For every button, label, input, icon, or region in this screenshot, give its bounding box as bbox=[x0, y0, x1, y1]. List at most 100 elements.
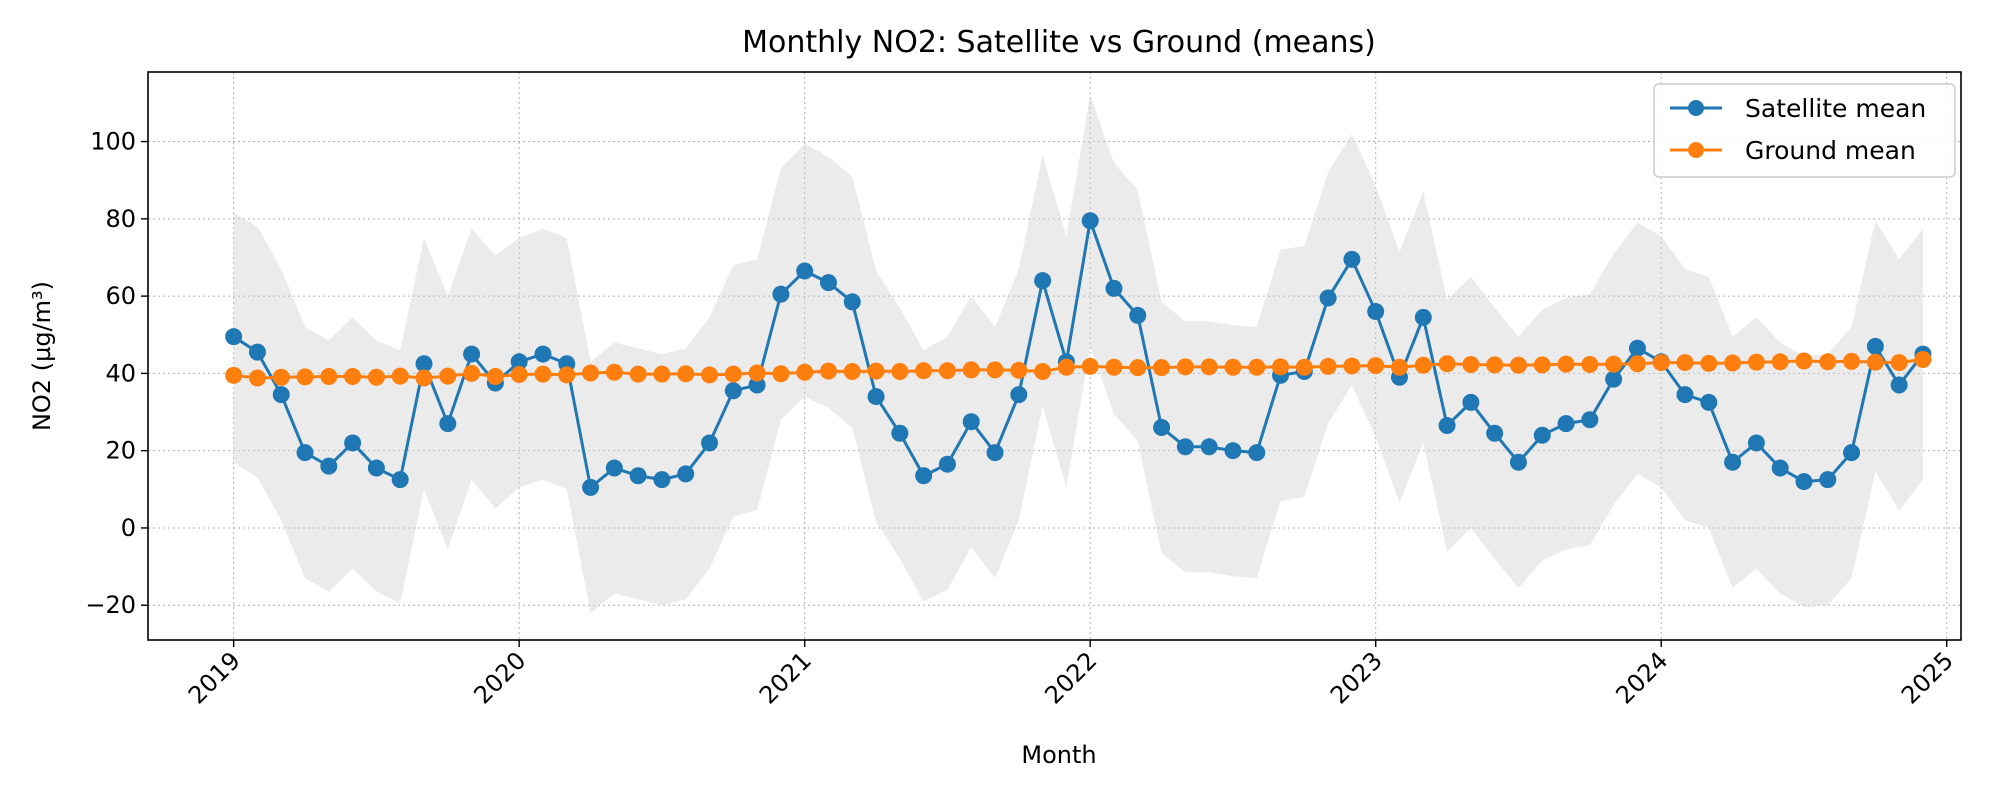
data-point-ground bbox=[558, 366, 576, 384]
data-point-ground bbox=[1652, 354, 1670, 372]
chart-title: Monthly NO2: Satellite vs Ground (means) bbox=[742, 25, 1376, 60]
data-point-ground bbox=[1248, 358, 1266, 376]
plot-frame bbox=[147, 71, 1962, 641]
data-point-ground bbox=[1771, 353, 1789, 371]
data-point-satellite bbox=[1034, 272, 1052, 290]
data-point-satellite bbox=[1367, 303, 1385, 321]
data-point-satellite bbox=[1771, 459, 1789, 477]
y-tick-label: 80 bbox=[105, 205, 136, 233]
data-point-ground bbox=[1010, 361, 1028, 379]
data-point-satellite bbox=[225, 328, 243, 346]
data-point-ground bbox=[986, 361, 1004, 379]
data-point-satellite bbox=[629, 467, 647, 485]
data-point-satellite bbox=[391, 471, 409, 489]
data-point-satellite bbox=[248, 343, 266, 361]
data-point-ground bbox=[1628, 355, 1646, 373]
data-point-satellite bbox=[296, 444, 314, 462]
data-point-ground bbox=[391, 367, 409, 385]
data-point-satellite bbox=[772, 285, 790, 303]
data-point-satellite bbox=[1866, 337, 1884, 355]
data-point-ground bbox=[344, 367, 362, 385]
data-point-ground bbox=[582, 364, 600, 382]
data-point-ground bbox=[867, 362, 885, 380]
data-point-ground bbox=[1700, 354, 1718, 372]
data-point-ground bbox=[1747, 353, 1765, 371]
data-point-satellite bbox=[653, 471, 671, 489]
data-point-satellite bbox=[1795, 473, 1813, 491]
data-point-satellite bbox=[724, 382, 742, 400]
data-point-ground bbox=[463, 364, 481, 382]
data-point-ground bbox=[1795, 352, 1813, 370]
data-point-ground bbox=[415, 369, 433, 387]
data-point-satellite bbox=[1343, 250, 1361, 268]
data-point-ground bbox=[1390, 358, 1408, 376]
data-point-satellite bbox=[415, 355, 433, 373]
data-point-satellite bbox=[1153, 418, 1171, 436]
data-point-ground bbox=[1224, 358, 1242, 376]
data-point-satellite bbox=[534, 345, 552, 363]
data-point-satellite bbox=[677, 465, 695, 483]
data-point-satellite bbox=[938, 455, 956, 473]
legend-label-satellite: Satellite mean bbox=[1745, 94, 1926, 123]
data-point-satellite bbox=[1628, 339, 1646, 357]
data-point-satellite bbox=[439, 415, 457, 433]
data-point-ground bbox=[796, 363, 814, 381]
data-point-ground bbox=[653, 365, 671, 383]
data-point-ground bbox=[439, 367, 457, 385]
data-point-satellite bbox=[1105, 279, 1123, 297]
data-point-satellite bbox=[367, 459, 385, 477]
data-point-satellite bbox=[701, 434, 719, 452]
data-point-ground bbox=[1272, 358, 1290, 376]
data-point-ground bbox=[1343, 357, 1361, 375]
legend-swatch-ground-marker bbox=[1688, 142, 1704, 158]
data-point-satellite bbox=[1319, 289, 1337, 307]
data-point-satellite bbox=[843, 293, 861, 311]
data-point-satellite bbox=[1414, 308, 1432, 326]
data-point-satellite bbox=[1248, 444, 1266, 462]
data-point-satellite bbox=[272, 386, 290, 404]
data-point-ground bbox=[486, 367, 504, 385]
data-point-satellite bbox=[1486, 424, 1504, 442]
data-point-ground bbox=[1057, 358, 1075, 376]
data-point-satellite bbox=[320, 457, 338, 475]
series-ground bbox=[225, 350, 1932, 387]
data-point-ground bbox=[772, 365, 790, 383]
data-point-ground bbox=[1129, 359, 1147, 377]
data-point-ground bbox=[1486, 356, 1504, 374]
data-point-ground bbox=[510, 366, 528, 384]
data-point-satellite bbox=[1200, 438, 1218, 456]
data-point-satellite bbox=[962, 413, 980, 431]
data-point-ground bbox=[1153, 359, 1171, 377]
data-point-ground bbox=[843, 362, 861, 380]
data-point-satellite bbox=[891, 424, 909, 442]
data-point-ground bbox=[320, 367, 338, 385]
data-point-ground bbox=[1034, 362, 1052, 380]
data-point-ground bbox=[225, 366, 243, 384]
data-point-satellite bbox=[1509, 453, 1527, 471]
data-point-ground bbox=[1462, 356, 1480, 373]
data-point-satellite bbox=[748, 376, 766, 394]
data-point-satellite bbox=[796, 262, 814, 280]
data-point-ground bbox=[1843, 352, 1861, 370]
data-point-ground bbox=[605, 363, 623, 381]
data-point-satellite bbox=[1557, 415, 1575, 433]
data-point-satellite bbox=[1581, 411, 1599, 429]
data-point-satellite bbox=[1438, 417, 1456, 435]
y-tick-label: 20 bbox=[105, 437, 136, 465]
data-point-ground bbox=[1295, 358, 1313, 376]
data-point-satellite bbox=[1724, 453, 1742, 471]
data-point-ground bbox=[296, 368, 314, 386]
data-point-ground bbox=[1200, 358, 1218, 376]
y-axis-ticks: −20 0 20 40 60 80 100 bbox=[85, 128, 148, 619]
data-point-ground bbox=[677, 365, 695, 383]
data-point-satellite bbox=[1176, 438, 1194, 456]
data-point-ground bbox=[1581, 356, 1599, 373]
gridlines bbox=[148, 72, 1961, 640]
data-point-ground bbox=[701, 366, 719, 384]
data-point-satellite bbox=[1843, 444, 1861, 462]
y-tick-label: −20 bbox=[85, 591, 136, 619]
data-point-satellite bbox=[1010, 386, 1028, 404]
data-point-ground bbox=[962, 361, 980, 379]
data-point-ground bbox=[724, 365, 742, 383]
